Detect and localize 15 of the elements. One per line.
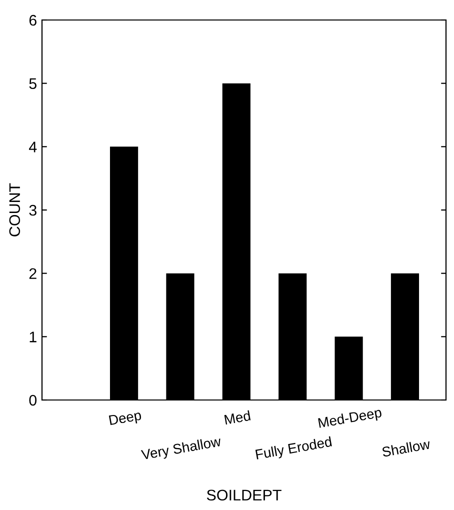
- x-tick-label: Fully Eroded: [255, 436, 332, 462]
- x-tick-label: Shallow: [382, 438, 431, 458]
- y-tick-label: 1: [30, 332, 36, 342]
- x-tick-label: Very Shallow: [140, 436, 222, 463]
- y-tick-label: 6: [29, 14, 36, 26]
- y-tick-label: 3: [29, 204, 36, 216]
- y-tick-label: 0: [29, 394, 37, 406]
- x-tick-label: Deep: [108, 410, 142, 428]
- y-tick-label: 2: [29, 268, 36, 279]
- x-tick-label: Med: [224, 410, 251, 425]
- y-tick-label: 5: [29, 78, 36, 90]
- x-tick-label: Med-Deep: [318, 406, 382, 431]
- y-axis-title: COUNT: [9, 183, 20, 236]
- y-tick-label: 4: [28, 142, 37, 152]
- x-axis-title: SOILDEPT: [206, 490, 282, 501]
